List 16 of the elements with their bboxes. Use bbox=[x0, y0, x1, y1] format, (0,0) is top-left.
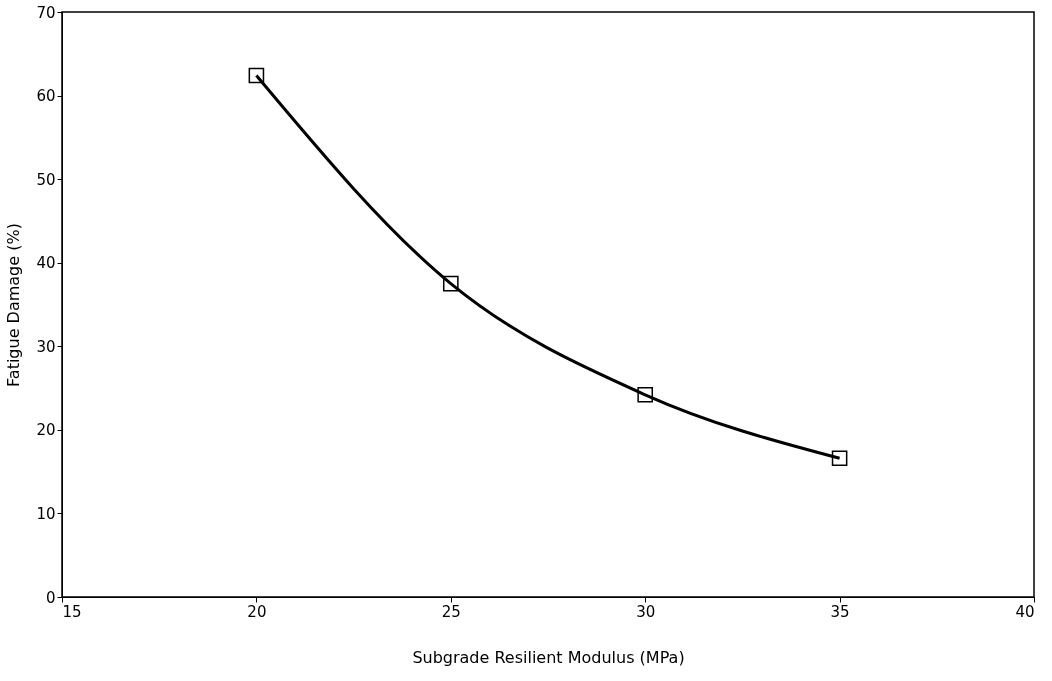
y-axis-title: Fatigue Damage (%) bbox=[4, 223, 24, 387]
y-tick-label: 10 bbox=[36, 504, 56, 523]
y-tick-label: 0 bbox=[45, 588, 56, 607]
y-tick-label: 20 bbox=[36, 421, 56, 440]
y-tick-label: 60 bbox=[36, 87, 56, 106]
y-tick-label: 50 bbox=[36, 170, 56, 189]
x-tick-label: 20 bbox=[247, 602, 267, 621]
x-tick-label: 30 bbox=[636, 602, 656, 621]
x-tick-label: 25 bbox=[441, 602, 461, 621]
x-tick-label: 40 bbox=[1015, 602, 1035, 621]
x-tick-label: 35 bbox=[830, 602, 850, 621]
y-tick-label: 30 bbox=[36, 337, 56, 356]
y-tick-label: 70 bbox=[36, 3, 56, 22]
x-axis-title: Subgrade Resilient Modulus (MPa) bbox=[412, 647, 685, 667]
x-tick-label: 15 bbox=[62, 602, 82, 621]
y-tick-label: 40 bbox=[36, 254, 56, 273]
